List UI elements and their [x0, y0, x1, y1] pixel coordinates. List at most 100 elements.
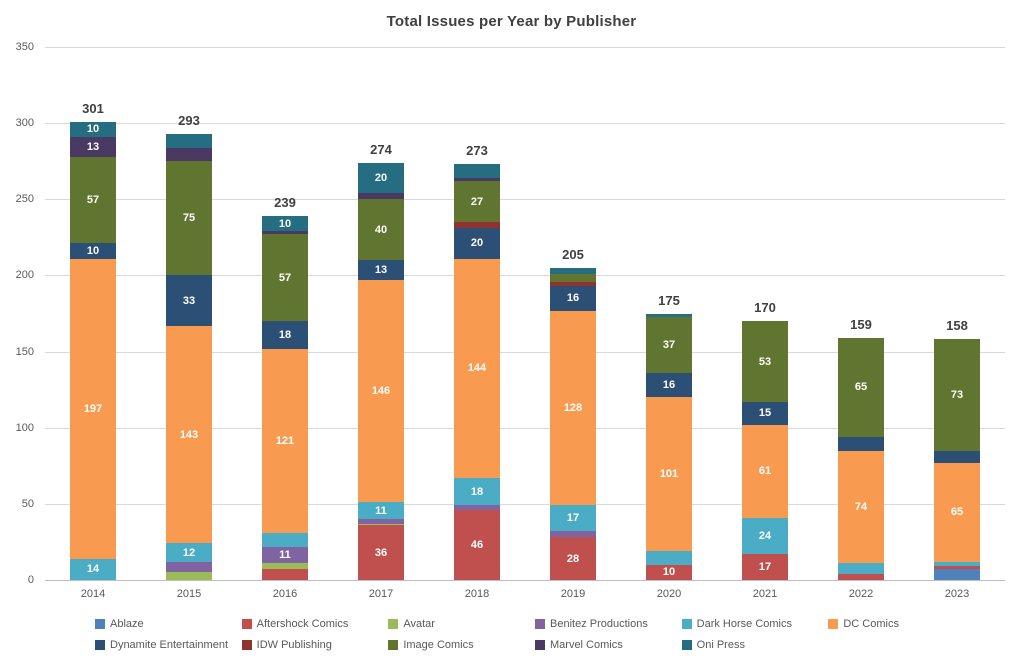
- bar-2018: 46 18 144 20 27: [454, 164, 500, 580]
- segment-2019-dc-comics: 128: [550, 310, 596, 506]
- segment-2021-dynamite-entertainment: 15: [742, 401, 788, 425]
- x-tick-label-2017: 2017: [368, 588, 394, 600]
- legend-label: Aftershock Comics: [256, 618, 349, 630]
- segment-2021-image-comics: 53: [742, 321, 788, 402]
- bar-2014: 14 197 10 57 13 10: [70, 121, 116, 580]
- chart-title: Total Issues per Year by Publisher: [386, 13, 637, 30]
- segment-2018-benitez-productions: [454, 505, 500, 510]
- legend-label: Image Comics: [403, 639, 474, 651]
- total-label-2021: 170: [754, 300, 776, 316]
- segment-2014-dc-comics: 197: [70, 258, 116, 559]
- segment-2016-marvel-comics: [262, 231, 308, 235]
- segment-2017-oni-press: 20: [358, 162, 404, 194]
- segment-2018-dark-horse-comics: 18: [454, 477, 500, 506]
- segment-2019-benitez-productions: [550, 531, 596, 538]
- y-tick-label-150: 150: [15, 345, 34, 358]
- segment-2019-dynamite-entertainment: 16: [550, 286, 596, 311]
- total-label-2016: 239: [274, 195, 296, 211]
- legend-swatch-icon: [535, 619, 545, 629]
- legend-item-marvel-comics: Marvel Comics: [535, 639, 682, 651]
- gridline-100: [45, 427, 1005, 429]
- x-tick-label-2018: 2018: [464, 588, 490, 600]
- y-tick-label-250: 250: [15, 193, 34, 206]
- legend-item-dc-comics: DC Comics: [828, 618, 975, 630]
- legend-item-idw-publishing: IDW Publishing: [241, 639, 389, 651]
- segment-2017-dark-horse-comics: 11: [358, 502, 404, 520]
- total-label-2019: 205: [562, 246, 584, 262]
- x-tick-label-2023: 2023: [944, 588, 970, 600]
- segment-2018-oni-press: [454, 164, 500, 179]
- plot-area: 14 197 10 57 13 10 301 12 143 33 75 293 11 121 18 57 10 2…: [45, 47, 1005, 581]
- legend-label: Marvel Comics: [550, 639, 623, 651]
- segment-2017-marvel-comics: [358, 193, 404, 200]
- segment-2020-aftershock-comics: 10: [646, 564, 692, 580]
- total-label-2014: 301: [82, 100, 104, 116]
- segment-2016-benitez-productions: 11: [262, 546, 308, 564]
- segment-2017-dynamite-entertainment: 13: [358, 260, 404, 281]
- gridline-50: [45, 503, 1005, 505]
- segment-2022-dc-comics: 74: [838, 450, 884, 564]
- bar-2023: 65 73: [934, 339, 980, 580]
- bar-2020: 10 101 16 37: [646, 313, 692, 580]
- segment-2019-oni-press: [550, 267, 596, 274]
- x-axis: 2014 2015 2016 2017 2018 2019 2020 2021 2022 2023: [45, 588, 1005, 606]
- y-tick-label-0: 0: [27, 574, 34, 586]
- y-tick-label-200: 200: [15, 269, 34, 282]
- segment-2020-dc-comics: 101: [646, 397, 692, 552]
- legend-item-dynamite-entertainment: Dynamite Entertainment: [95, 639, 242, 651]
- gridline-300: [45, 123, 1005, 125]
- segment-2021-dark-horse-comics: 24: [742, 517, 788, 555]
- y-tick-label-100: 100: [15, 421, 34, 434]
- segment-2020-dynamite-entertainment: 16: [646, 372, 692, 398]
- legend-label: Oni Press: [696, 639, 745, 651]
- segment-2019-idw-publishing: [550, 281, 596, 287]
- segment-2017-aftershock-comics: 36: [358, 525, 404, 580]
- legend-item-oni-press: Oni Press: [681, 639, 829, 651]
- segment-2016-aftershock-comics: [262, 569, 308, 580]
- segment-2022-aftershock-comics: [838, 573, 884, 580]
- segment-2020-oni-press: [646, 313, 692, 317]
- total-label-2020: 175: [658, 292, 680, 308]
- x-tick-label-2016: 2016: [272, 588, 298, 600]
- segment-2021-dc-comics: 61: [742, 424, 788, 518]
- legend-label: IDW Publishing: [256, 639, 332, 651]
- segment-2014-marvel-comics: 13: [70, 136, 116, 157]
- gridline-150: [45, 351, 1005, 353]
- legend-label: Avatar: [403, 618, 435, 630]
- y-axis: 0 50 100 150 200 250 300 350: [0, 41, 38, 586]
- segment-2023-dark-horse-comics: [934, 561, 980, 567]
- bar-2017: 36 11 146 13 40 20: [358, 162, 404, 580]
- segment-2014-dynamite-entertainment: 10: [70, 243, 116, 259]
- segment-2023-aftershock-comics: [934, 566, 980, 570]
- bar-2022: 74 65: [838, 337, 884, 580]
- segment-2018-dc-comics: 144: [454, 258, 500, 478]
- segment-2023-ablaze: [934, 569, 980, 580]
- bar-2015: 12 143 33 75: [166, 133, 212, 580]
- legend-swatch-icon: [241, 619, 252, 629]
- legend-label: DC Comics: [843, 618, 899, 630]
- segment-2019-aftershock-comics: 28: [550, 537, 596, 580]
- segment-2017-image-comics: 40: [358, 199, 404, 261]
- segment-2022-dark-horse-comics: [838, 563, 884, 574]
- segment-2014-dark-horse-comics: 14: [70, 558, 116, 580]
- segment-2018-dynamite-entertainment: 20: [454, 228, 500, 259]
- total-label-2017: 274: [370, 141, 392, 157]
- segment-2015-image-comics: 75: [166, 161, 212, 276]
- segment-2017-dc-comics: 146: [358, 280, 404, 503]
- x-tick-label-2021: 2021: [752, 588, 778, 600]
- bar-2016: 11 121 18 57 10: [262, 216, 308, 580]
- segment-2016-dc-comics: 121: [262, 348, 308, 533]
- segment-2021-aftershock-comics: 17: [742, 554, 788, 580]
- legend-item-ablaze: Ablaze: [95, 618, 242, 630]
- y-tick-label-350: 350: [15, 41, 34, 53]
- y-tick-label-300: 300: [15, 117, 34, 130]
- x-tick-label-2015: 2015: [176, 588, 202, 600]
- x-tick-label-2022: 2022: [848, 588, 874, 600]
- segment-2018-aftershock-comics: 46: [454, 509, 500, 580]
- segment-2015-benitez-productions: [166, 561, 212, 573]
- segment-2015-marvel-comics: [166, 147, 212, 162]
- segment-2020-dark-horse-comics: [646, 551, 692, 565]
- legend-swatch-icon: [388, 640, 399, 650]
- legend-item-dark-horse-comics: Dark Horse Comics: [681, 618, 829, 630]
